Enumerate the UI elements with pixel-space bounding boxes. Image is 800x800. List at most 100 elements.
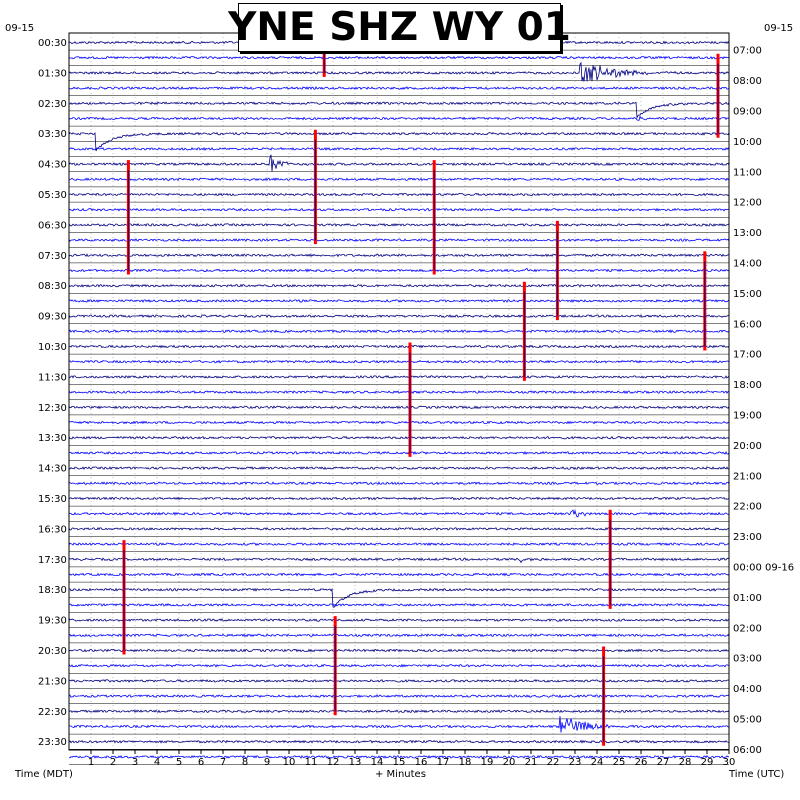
trace-line xyxy=(68,633,730,638)
trace-line xyxy=(68,603,730,607)
right-time-label: 07:00 xyxy=(733,46,762,57)
trace-line xyxy=(68,154,730,172)
trace-line xyxy=(68,618,730,622)
trace-line xyxy=(68,329,730,334)
trace-line xyxy=(68,405,730,410)
right-time-label: 01:00 xyxy=(733,593,762,604)
trace-line xyxy=(68,526,730,531)
trace-line xyxy=(68,542,730,547)
labels: 09-15 09-15 Time (MDT) + Minutes Time (U… xyxy=(5,23,794,780)
trace-line xyxy=(68,55,730,60)
x-tick-label: 29 xyxy=(701,757,714,768)
right-time-label: 02:00 xyxy=(733,623,762,634)
x-tick-label: 22 xyxy=(547,757,560,768)
trace-line xyxy=(68,344,730,349)
right-time-label: 19:00 xyxy=(733,411,762,422)
x-tick-label: 3 xyxy=(132,757,138,768)
x-tick-label: 18 xyxy=(459,757,472,768)
trace-line xyxy=(68,238,730,242)
x-tick-label: 27 xyxy=(657,757,670,768)
right-time-label: 04:00 xyxy=(733,684,762,695)
right-time-label: 16:00 xyxy=(733,319,762,330)
x-tick-label: 7 xyxy=(220,757,226,768)
trace-line xyxy=(68,374,730,379)
x-tick-label: 13 xyxy=(349,757,362,768)
left-time-label: 11:30 xyxy=(38,372,67,383)
left-time-label: 20:30 xyxy=(38,646,67,657)
right-time-label: 11:00 xyxy=(733,167,762,178)
trace-line xyxy=(68,86,730,91)
x-axis-left-label: Time (MDT) xyxy=(14,769,73,780)
x-tick-label: 26 xyxy=(635,757,648,768)
left-time-label: 13:30 xyxy=(38,433,67,444)
trace-line xyxy=(68,716,730,733)
trace-line xyxy=(68,298,730,303)
x-axis-label: + Minutes xyxy=(375,769,426,780)
left-time-label: 04:30 xyxy=(38,160,67,171)
left-time-label: 09:30 xyxy=(38,312,67,323)
trace-line xyxy=(68,509,730,518)
left-time-label: 19:30 xyxy=(38,616,67,627)
grid xyxy=(69,32,729,765)
left-date: 09-15 xyxy=(5,23,34,34)
left-time-label: 03:30 xyxy=(38,129,67,140)
x-tick-label: 11 xyxy=(305,757,318,768)
x-tick-label: 23 xyxy=(569,757,582,768)
right-time-label: 20:00 xyxy=(733,441,762,452)
left-time-label: 12:30 xyxy=(38,403,67,414)
trace-line xyxy=(68,450,730,455)
trace-line xyxy=(68,557,730,564)
right-date: 09-15 xyxy=(764,23,793,34)
left-time-label: 22:30 xyxy=(38,707,67,718)
right-time-label: 05:00 xyxy=(733,715,762,726)
right-time-label: 21:00 xyxy=(733,471,762,482)
right-time-label: 13:00 xyxy=(733,228,762,239)
right-time-label: 17:00 xyxy=(733,350,762,361)
plot-frame xyxy=(68,32,730,751)
left-time-label: 05:30 xyxy=(38,190,67,201)
x-tick-label: 30 xyxy=(723,757,736,768)
x-tick-label: 12 xyxy=(327,757,340,768)
left-time-label: 02:30 xyxy=(38,99,67,110)
x-tick-label: 20 xyxy=(503,757,516,768)
trace-line xyxy=(68,146,730,151)
trace-line xyxy=(68,222,730,227)
left-time-label: 15:30 xyxy=(38,494,67,505)
x-tick-label: 16 xyxy=(415,757,428,768)
right-time-label: 06:00 xyxy=(733,745,762,756)
x-tick-label: 5 xyxy=(176,757,182,768)
x-tick-label: 4 xyxy=(154,757,160,768)
trace-line xyxy=(68,131,730,152)
left-time-label: 00:30 xyxy=(38,38,67,49)
x-tick-label: 21 xyxy=(525,757,538,768)
right-time-label: 03:00 xyxy=(733,654,762,665)
trace-line xyxy=(68,390,730,394)
trace-line xyxy=(68,739,730,744)
chart-title: YNE SHZ WY 01 xyxy=(228,5,571,50)
trace-line xyxy=(68,314,730,319)
left-time-label: 06:30 xyxy=(38,220,67,231)
left-time-label: 07:30 xyxy=(38,251,67,262)
right-time-label: 10:00 xyxy=(733,137,762,148)
x-tick-label: 8 xyxy=(242,757,248,768)
left-time-label: 16:30 xyxy=(38,524,67,535)
trace-line xyxy=(68,466,730,471)
trace-line xyxy=(68,420,730,425)
left-time-label: 01:30 xyxy=(38,68,67,79)
trace-line xyxy=(68,709,730,714)
trace-line xyxy=(68,207,730,212)
right-time-label: 09:00 xyxy=(733,107,762,118)
trace-line xyxy=(68,754,730,759)
right-time-label: 15:00 xyxy=(733,289,762,300)
x-axis-right-label: Time (UTC) xyxy=(728,769,784,780)
trace-line xyxy=(68,177,730,182)
right-time-label: 18:00 xyxy=(733,380,762,391)
right-time-label: 00:00 09-16 xyxy=(733,563,794,574)
trace-line xyxy=(68,101,730,120)
left-time-label: 23:30 xyxy=(38,737,67,748)
trace-line xyxy=(68,663,730,668)
trace-line xyxy=(68,267,730,273)
right-time-label: 08:00 xyxy=(733,76,762,87)
trace-line xyxy=(68,572,730,577)
